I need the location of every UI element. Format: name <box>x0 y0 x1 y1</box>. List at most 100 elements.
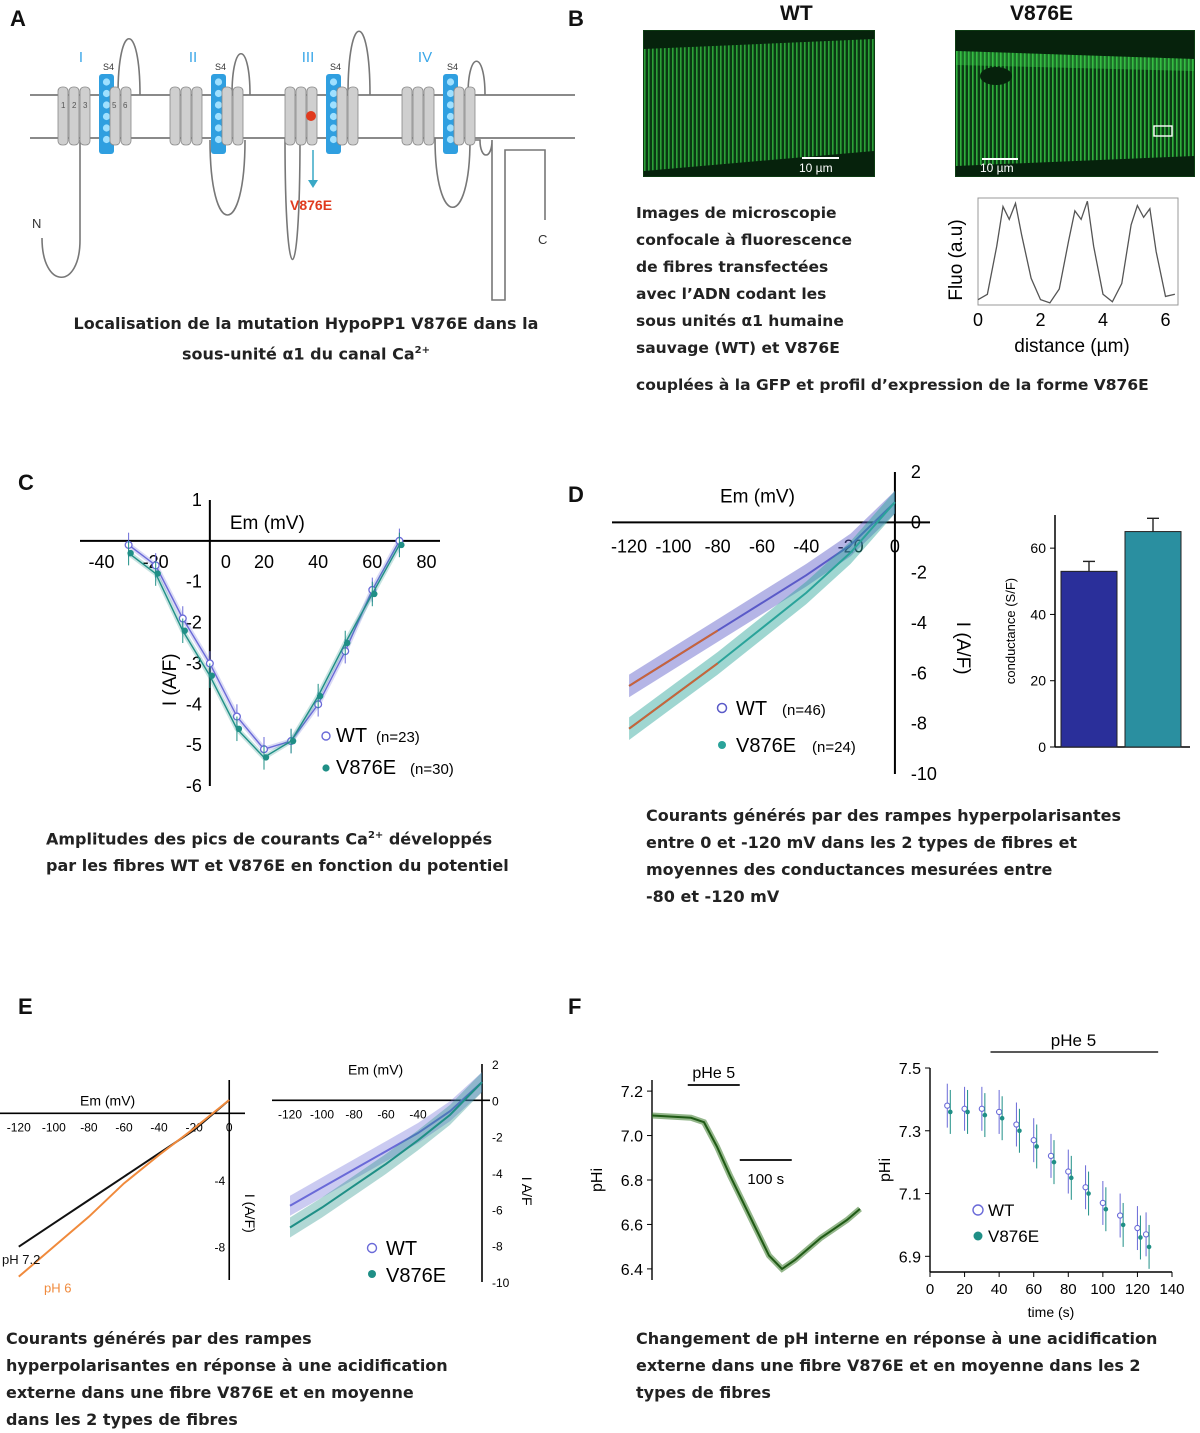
legend-mutant-marker <box>368 1270 376 1278</box>
y-tick-label: -8 <box>911 714 927 734</box>
phe5-label: pHe 5 <box>1051 1031 1096 1050</box>
s4-charge-dot <box>214 101 223 109</box>
y-tick-label: 7.0 <box>621 1129 643 1146</box>
mutant-mean-line <box>289 1081 483 1229</box>
y-axis-title: pHi <box>589 1168 606 1192</box>
legend-mutant-n: (n=24) <box>812 739 856 756</box>
phe5-label: pHe 5 <box>692 1065 735 1082</box>
s4-label: S4 <box>447 62 458 72</box>
mutant-point <box>154 570 161 577</box>
y-tick-label: -4 <box>492 1167 503 1181</box>
x-tick-label: -60 <box>377 1107 395 1121</box>
x-tick-label: -100 <box>42 1120 66 1134</box>
s4-charge-dot <box>102 101 111 109</box>
s4-charge-dot <box>102 124 111 132</box>
x-tick-label: -40 <box>89 552 115 572</box>
x-tick-label: -60 <box>115 1120 133 1134</box>
transmembrane-segment <box>109 86 121 146</box>
transmembrane-segment <box>191 86 203 146</box>
x-tick-label: 40 <box>991 1281 1008 1298</box>
segment-number: 1 <box>61 101 66 110</box>
ph6-trace <box>18 1099 230 1278</box>
x-tick-label: 0 <box>221 552 231 572</box>
x-tick-label: -80 <box>345 1107 363 1121</box>
panel-label-a: A <box>10 6 26 31</box>
y-tick-label: -4 <box>215 1174 226 1188</box>
wt-sem-band <box>629 490 895 698</box>
wt-point <box>944 1102 951 1109</box>
legend-wt-marker <box>366 1242 378 1254</box>
panel-label-d: D <box>568 482 584 507</box>
transmembrane-segment <box>336 86 348 146</box>
mutant-point <box>208 672 216 679</box>
transmembrane-segment <box>453 86 465 146</box>
x-tick-label: -100 <box>310 1107 334 1121</box>
fit-line-wt <box>128 540 400 751</box>
y-tick-label: -4 <box>186 694 202 714</box>
y-tick-label: 6.4 <box>621 1262 643 1279</box>
y-tick-label: -6 <box>911 663 927 683</box>
transmembrane-segment <box>401 86 413 146</box>
legend-wt-n: (n=23) <box>376 729 420 746</box>
caption-a: Localisation de la mutation HypoPP1 V876… <box>46 310 566 367</box>
wt-point <box>1047 1152 1055 1160</box>
caption-a-line2: sous-unité α1 du canal Ca2+ <box>182 344 430 364</box>
mutant-point <box>1068 1175 1074 1181</box>
legend-mutant-label: V876E <box>386 1265 446 1287</box>
wt-point <box>1116 1212 1124 1219</box>
y-tick-label: -3 <box>186 653 202 673</box>
transmembrane-segment <box>284 86 296 146</box>
panel-label-c: C <box>18 470 34 495</box>
transmembrane-segment <box>295 86 307 146</box>
mutation-site-marker <box>306 111 316 121</box>
x-tick-label: -60 <box>749 536 775 556</box>
phi-trace <box>651 1114 861 1271</box>
profile-roi-box <box>1153 125 1173 137</box>
conductance-bar-mutant <box>1124 531 1182 748</box>
y-axis-title: I (A/F) <box>952 622 973 675</box>
legend-mutant-marker <box>718 741 726 749</box>
y-tick-label: 7.3 <box>899 1124 921 1141</box>
transmembrane-segment <box>169 86 181 146</box>
x-tick-label: 120 <box>1125 1281 1150 1298</box>
profile-xtick: 0 <box>973 310 983 330</box>
domain-label: III <box>302 49 315 66</box>
y-axis-title: I (A/F) <box>160 653 181 706</box>
y-tick-label: 2 <box>911 462 921 482</box>
caption-e-last: dans les 2 types de fibres <box>6 1410 238 1429</box>
profile-ylabel: Fluo (a.u) <box>946 219 967 300</box>
ph72-label: pH 7.2 <box>2 1252 40 1267</box>
domain-label: IV <box>418 49 432 66</box>
wt-image-title: WT <box>780 2 813 25</box>
linear-fit-segment <box>628 662 719 730</box>
s4-charge-dot <box>102 112 111 121</box>
s4-charge-dot <box>329 101 338 109</box>
mutant-point <box>1146 1244 1152 1250</box>
s4-charge-dot <box>446 78 455 86</box>
caption-d: Courants générés par des rampes hyperpol… <box>646 806 1122 879</box>
y-tick-label: 7.1 <box>899 1187 921 1204</box>
x-tick-label: -40 <box>150 1120 168 1134</box>
mutant-point <box>1103 1206 1109 1212</box>
wt-mean-line <box>289 1081 483 1207</box>
mutation-label: V876E <box>290 197 332 213</box>
y-tick-label: -10 <box>492 1276 510 1290</box>
mutant-point <box>181 627 188 634</box>
y-tick-label: -2 <box>911 563 927 583</box>
y-tick-label: 6.6 <box>621 1217 643 1234</box>
y-tick-label: -1 <box>186 572 202 592</box>
wt-point <box>1082 1184 1089 1191</box>
x-tick-label: 0 <box>890 536 900 556</box>
segment-number: 5 <box>112 101 117 110</box>
channel-topology-diagram: I S4 II S4 III S4 IV S4 1 2 3 5 6 V876E N C <box>30 30 575 301</box>
y-tick-label: -6 <box>186 776 202 796</box>
transmembrane-segment <box>180 86 192 146</box>
segment-number: 2 <box>72 101 77 110</box>
profile-xtick: 2 <box>1035 310 1045 330</box>
s4-charge-dot <box>214 89 223 98</box>
s4-charge-dot <box>329 89 338 98</box>
x-tick-label: 40 <box>308 552 328 572</box>
y-axis-title: I A/F <box>519 1177 535 1206</box>
legend-wt-marker <box>321 731 331 741</box>
ramp-current-chart: -120 -100 -80 -60 -40 -20 0 2 0 -2 -4 -6 -8 -10 Em (mV… <box>611 462 973 784</box>
